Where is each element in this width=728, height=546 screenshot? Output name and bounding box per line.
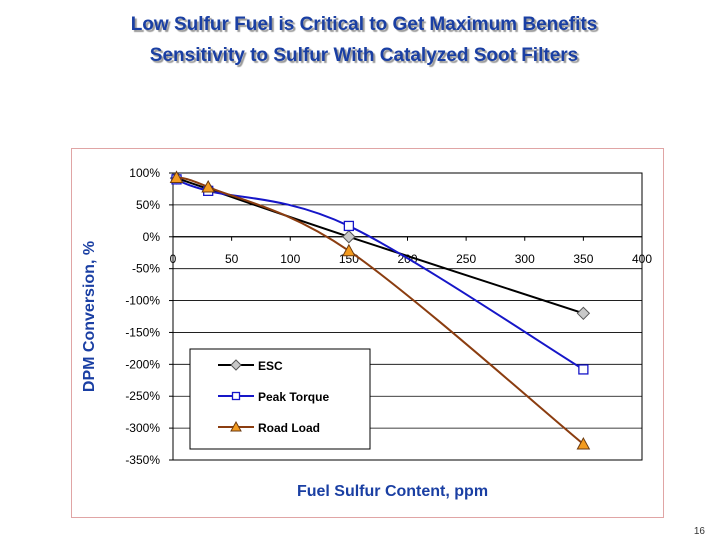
x-tick-label: 350	[573, 252, 593, 266]
legend-marker-road-load	[230, 420, 242, 432]
x-axis-title: Fuel Sulfur Content, ppm	[297, 483, 488, 500]
series-line-road-load	[176, 176, 585, 445]
x-tick-label: 50	[225, 252, 239, 266]
legend-label-esc: ESC	[258, 359, 283, 373]
y-tick-label: -300%	[125, 421, 160, 435]
x-tick-label: 0	[170, 252, 177, 266]
slide-title-line2: Sensitivity to Sulfur With Catalyzed Soo…	[149, 45, 579, 66]
y-tick-label: -350%	[125, 453, 160, 467]
x-tick-label: 100	[280, 252, 300, 266]
legend-label-peak-torque: Peak Torque	[258, 390, 329, 404]
y-tick-label: -200%	[125, 357, 160, 371]
legend-marker-peak-torque	[231, 391, 241, 401]
data-point-road-load	[576, 437, 591, 450]
data-point-esc	[342, 230, 356, 244]
series-line-peak-torque	[176, 178, 584, 371]
x-tick-label: 300	[515, 252, 535, 266]
y-tick-label: -50%	[132, 262, 160, 276]
x-tick-label: 400	[632, 252, 652, 266]
data-point-road-load	[201, 179, 216, 193]
y-tick-label: -250%	[125, 389, 160, 403]
y-axis-title: DPM Conversion, %	[81, 241, 98, 392]
y-tick-label: -100%	[125, 294, 160, 308]
y-tick-label: -150%	[125, 325, 160, 339]
y-tick-label: 100%	[129, 166, 160, 180]
page-number: 16	[693, 526, 705, 537]
legend-label-road-load: Road Load	[258, 421, 320, 435]
data-point-esc	[576, 306, 591, 321]
chart-frame: 100% 50% 0% -50% -100% -150% -200% -250% -300% -3…	[71, 148, 664, 518]
slide-title-line1: Low Sulfur Fuel is Critical to Get Maxim…	[130, 14, 598, 35]
x-tick-label: 250	[456, 252, 476, 266]
data-point-road-load	[169, 170, 184, 183]
y-tick-label: 0%	[143, 230, 161, 244]
data-point-peak-torque	[343, 220, 355, 232]
data-point-road-load	[342, 243, 356, 257]
series-line-esc	[176, 177, 584, 315]
data-point-peak-torque	[578, 364, 589, 375]
legend-marker-esc	[230, 359, 242, 371]
sulfur-sensitivity-chart: 100% 50% 0% -50% -100% -150% -200% -250% -300% -3…	[81, 166, 652, 500]
y-tick-label: 50%	[136, 198, 160, 212]
